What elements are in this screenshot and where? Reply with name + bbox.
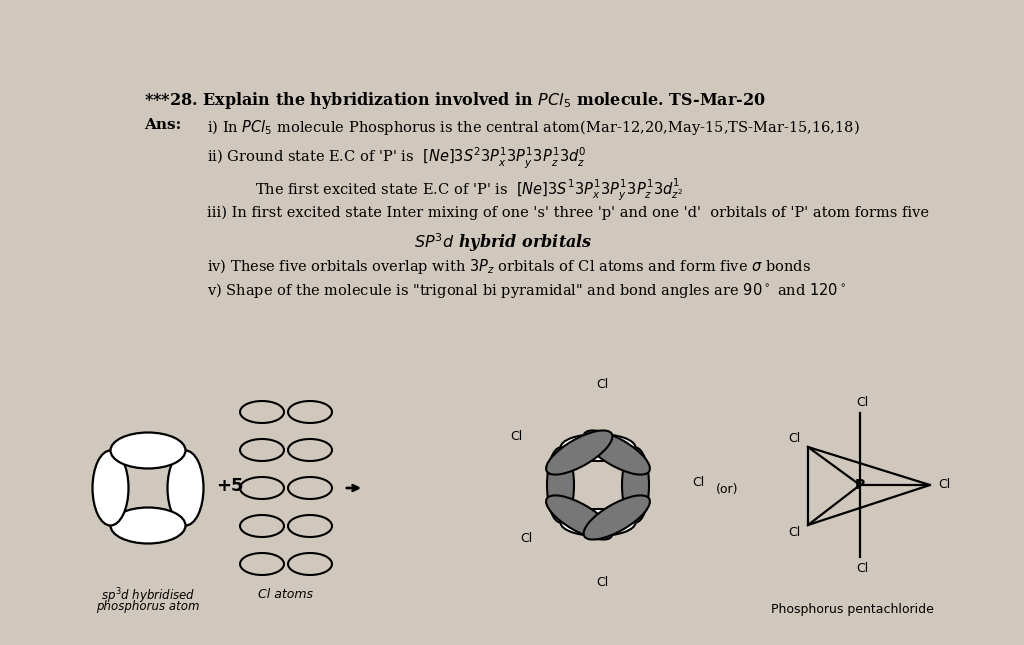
Text: Cl: Cl: [787, 526, 800, 539]
Ellipse shape: [560, 434, 636, 461]
Ellipse shape: [168, 450, 204, 526]
Text: iv) These five orbitals overlap with $3P_z$ orbitals of Cl atoms and form five $: iv) These five orbitals overlap with $3P…: [207, 257, 811, 276]
Text: Cl: Cl: [856, 395, 868, 408]
Text: Cl: Cl: [856, 562, 868, 575]
Ellipse shape: [547, 448, 574, 522]
Text: ii) Ground state E.C of 'P' is  $[Ne]3S^23P_x^13P_y^13P_z^13d_z^0$: ii) Ground state E.C of 'P' is $[Ne]3S^2…: [207, 146, 587, 171]
Text: v) Shape of the molecule is "trigonal bi pyramidal" and bond angles are $90^\cir: v) Shape of the molecule is "trigonal bi…: [207, 281, 847, 300]
Ellipse shape: [622, 448, 649, 522]
Text: Cl: Cl: [596, 379, 608, 392]
Text: iii) In first excited state Inter mixing of one 's' three 'p' and one 'd'  orbit: iii) In first excited state Inter mixing…: [207, 206, 930, 220]
Text: Cl atoms: Cl atoms: [258, 588, 313, 601]
Text: Cl: Cl: [596, 577, 608, 590]
Text: (or): (or): [716, 482, 738, 495]
Text: Cl: Cl: [510, 430, 522, 444]
Ellipse shape: [584, 495, 650, 540]
Text: phosphorus atom: phosphorus atom: [96, 600, 200, 613]
Text: Ans:: Ans:: [143, 118, 181, 132]
Text: +5: +5: [216, 477, 244, 495]
Ellipse shape: [560, 509, 636, 536]
Text: Cl: Cl: [520, 533, 532, 546]
Text: $SP^3d$ hybrid orbitals: $SP^3d$ hybrid orbitals: [414, 232, 592, 254]
Text: Phosphorus pentachloride: Phosphorus pentachloride: [771, 603, 934, 616]
Text: $sp^3d$ hybridised: $sp^3d$ hybridised: [100, 586, 196, 606]
Text: Cl: Cl: [938, 477, 950, 490]
Text: Cl: Cl: [692, 477, 705, 490]
Ellipse shape: [111, 508, 185, 544]
Text: P: P: [855, 478, 865, 492]
Ellipse shape: [92, 450, 128, 526]
Text: Cl: Cl: [787, 433, 800, 446]
Text: ***28. Explain the hybridization involved in $PCl_5$ molecule. TS-Mar-20: ***28. Explain the hybridization involve…: [143, 90, 766, 111]
Text: The first excited state E.C of 'P' is  $[Ne]3S^13P_x^13P_y^13P_z^13d_{z^2}^1$: The first excited state E.C of 'P' is $[…: [255, 177, 683, 203]
Ellipse shape: [546, 495, 612, 540]
Ellipse shape: [584, 430, 650, 475]
Text: i) In $PCl_5$ molecule Phosphorus is the central atom(Mar-12,20,May-15,TS-Mar-15: i) In $PCl_5$ molecule Phosphorus is the…: [207, 118, 860, 137]
Ellipse shape: [546, 430, 612, 475]
Ellipse shape: [111, 433, 185, 468]
